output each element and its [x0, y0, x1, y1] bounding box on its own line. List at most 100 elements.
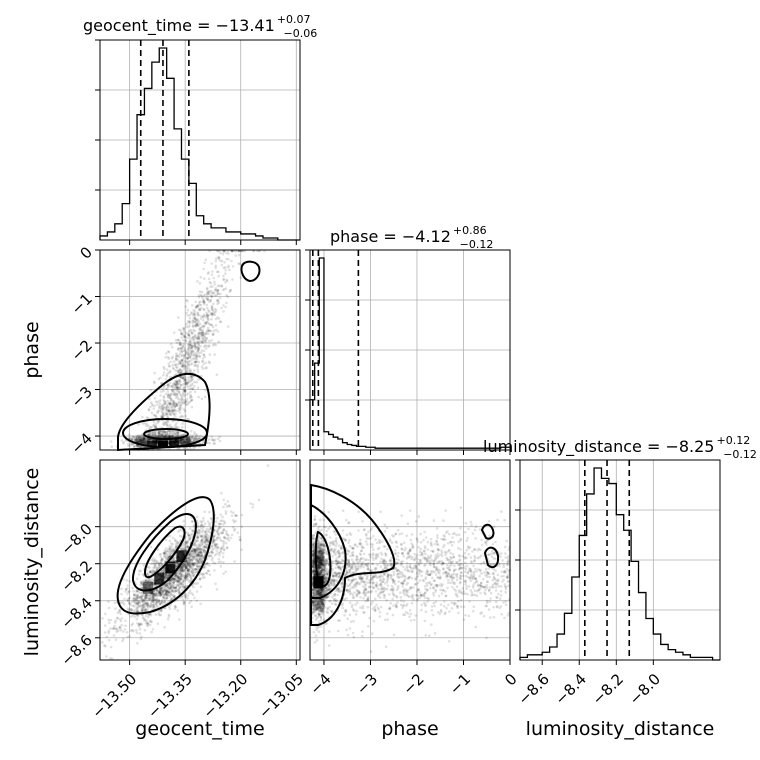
sample-point — [226, 295, 230, 299]
sample-point — [159, 415, 163, 418]
sample-point — [154, 422, 158, 426]
sample-point — [166, 394, 170, 398]
sample-point — [202, 316, 205, 319]
sample-point — [172, 402, 175, 406]
sample-point — [212, 540, 216, 543]
sample-point — [206, 306, 209, 310]
sample-point — [217, 257, 221, 260]
sample-point — [464, 574, 468, 578]
sample-point — [396, 554, 400, 558]
sample-point — [215, 257, 218, 260]
sample-point — [184, 350, 188, 353]
sample-point — [472, 605, 476, 609]
sample-point — [179, 581, 183, 585]
sample-point — [180, 365, 183, 368]
sample-point — [144, 583, 147, 587]
sample-point — [225, 546, 229, 549]
sample-point — [190, 383, 193, 387]
sample-point — [165, 596, 169, 600]
sample-point — [169, 385, 173, 388]
sample-point — [179, 342, 183, 346]
sample-point — [174, 373, 177, 377]
sample-point — [201, 315, 205, 318]
sample-point — [199, 303, 203, 307]
sample-point — [474, 625, 478, 629]
sample-point — [181, 345, 184, 348]
sample-point — [189, 376, 193, 379]
sample-point — [223, 520, 226, 523]
sample-point — [150, 597, 153, 601]
sample-point — [178, 385, 182, 389]
sample-point — [163, 575, 166, 578]
sample-point — [214, 524, 217, 528]
sample-point — [182, 342, 186, 346]
sample-point — [208, 329, 211, 332]
sample-point — [192, 574, 196, 577]
sample-point — [166, 371, 170, 375]
sample-point — [351, 631, 355, 635]
sample-point — [205, 314, 209, 317]
sample-point — [209, 329, 213, 333]
sample-point — [186, 350, 190, 354]
sample-point — [183, 354, 186, 358]
sample-point — [203, 345, 206, 349]
sample-point — [114, 619, 117, 623]
sample-point — [193, 384, 196, 388]
sample-point — [196, 311, 200, 315]
sample-point — [222, 304, 225, 307]
sample-point — [192, 314, 195, 317]
sample-point — [206, 317, 210, 321]
sample-point — [180, 384, 183, 387]
sample-point — [183, 382, 187, 386]
sample-point — [193, 312, 196, 316]
sample-point — [213, 569, 216, 572]
sample-point — [187, 343, 191, 346]
sample-point — [205, 303, 209, 307]
sample-point — [222, 250, 225, 253]
sample-point — [175, 354, 178, 358]
sample-point — [228, 504, 231, 508]
sample-point — [190, 375, 194, 379]
sample-point — [214, 520, 218, 523]
sample-point — [156, 410, 160, 413]
sample-point — [379, 565, 383, 568]
sample-point — [163, 435, 167, 439]
sample-point — [447, 640, 451, 643]
sample-point — [184, 339, 188, 343]
sample-point — [214, 311, 217, 314]
sample-point — [183, 334, 186, 338]
sample-point — [185, 382, 188, 386]
sample-point — [446, 564, 449, 567]
sample-point — [177, 348, 180, 351]
sample-point — [222, 572, 225, 576]
sample-point — [206, 315, 210, 319]
sample-point — [149, 440, 152, 444]
sample-point — [199, 551, 202, 554]
sample-point — [217, 274, 220, 278]
sample-point — [189, 395, 193, 398]
sample-point — [166, 387, 169, 391]
sample-point — [186, 597, 189, 600]
sample-point — [120, 592, 123, 596]
sample-point — [172, 401, 175, 405]
sample-point — [154, 613, 158, 616]
sample-point — [257, 498, 261, 502]
sample-point — [210, 291, 214, 295]
sample-point — [200, 315, 203, 318]
sample-point — [133, 615, 137, 618]
sample-point — [190, 387, 193, 390]
sample-point — [181, 338, 185, 342]
sample-point — [397, 551, 400, 555]
sample-point — [203, 355, 207, 359]
sample-point — [179, 569, 182, 573]
sample-point — [125, 630, 129, 634]
sample-point — [203, 336, 207, 339]
sample-point — [163, 367, 166, 371]
sample-point — [152, 380, 156, 384]
sample-point — [194, 306, 198, 309]
sample-point — [165, 440, 169, 444]
sample-point — [170, 542, 173, 545]
sample-point — [202, 298, 205, 302]
sample-point — [110, 445, 114, 449]
sample-point — [176, 338, 180, 342]
